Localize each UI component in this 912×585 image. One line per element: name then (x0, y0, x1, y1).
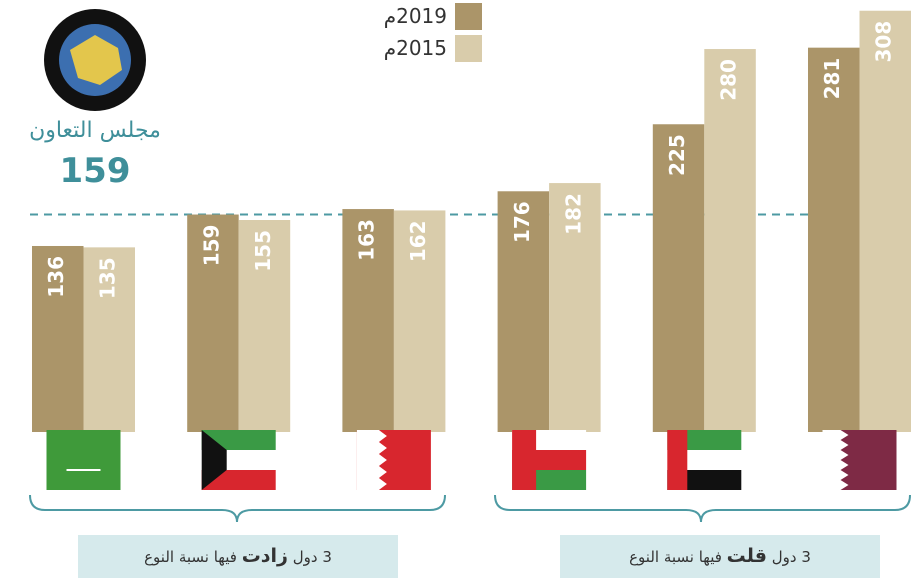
data-label: 280 (717, 59, 741, 101)
flag-part (512, 430, 537, 490)
chart: مجلس التعاون 159 2019م 2015م 136 159 163 176 2… (29, 3, 912, 523)
bar (342, 209, 394, 432)
flag (46, 430, 121, 490)
data-label: 176 (510, 201, 534, 243)
annotation-text: فيها نسبة النوع (629, 548, 727, 566)
annotation-text: 3 دول (766, 548, 811, 566)
bar (859, 10, 911, 433)
braces (29, 494, 911, 523)
legend-swatch (455, 3, 482, 30)
annotation-text: قلت (726, 545, 767, 567)
data-label: 155 (251, 230, 275, 272)
flag-part (356, 430, 387, 490)
data-label: 225 (665, 134, 689, 176)
reference-value: 159 (60, 151, 131, 191)
bar (652, 124, 705, 433)
legend-label: 2019م (384, 4, 447, 28)
flag (512, 430, 587, 490)
flag-part (46, 430, 121, 490)
bar (549, 183, 601, 432)
flag (822, 430, 897, 490)
legend-label: 2015م (384, 36, 447, 60)
bar (704, 49, 756, 432)
bar (187, 214, 239, 432)
annotation-text: فيها نسبة النوع (144, 548, 242, 566)
data-label: 159 (199, 225, 223, 267)
reference-label: مجلس التعاون (29, 118, 161, 143)
data-label: 281 (820, 58, 844, 100)
flag-part (201, 430, 227, 490)
bar (808, 47, 860, 432)
annotation: 3 دول قلت فيها نسبة النوع (560, 535, 880, 578)
bar (32, 245, 84, 432)
annotation-text: 3 دول (287, 548, 332, 566)
data-label: 182 (561, 193, 585, 235)
bar (497, 191, 550, 432)
bar (238, 220, 291, 432)
flag-part (822, 430, 849, 490)
legend-swatch (455, 35, 482, 62)
data-label: 136 (44, 256, 68, 298)
flag (356, 430, 431, 490)
data-label: 163 (355, 219, 379, 261)
annotation: 3 دول زادت فيها نسبة النوع (78, 535, 398, 578)
annotation-text: زادت (241, 545, 288, 567)
data-label: 135 (96, 257, 120, 299)
data-label: 308 (872, 21, 896, 63)
gcc-logo (44, 9, 146, 111)
flag-part (667, 430, 688, 490)
flag (201, 430, 276, 490)
flag (667, 430, 742, 490)
bar (393, 210, 446, 432)
data-label: 162 (406, 220, 430, 262)
bar (83, 247, 135, 432)
